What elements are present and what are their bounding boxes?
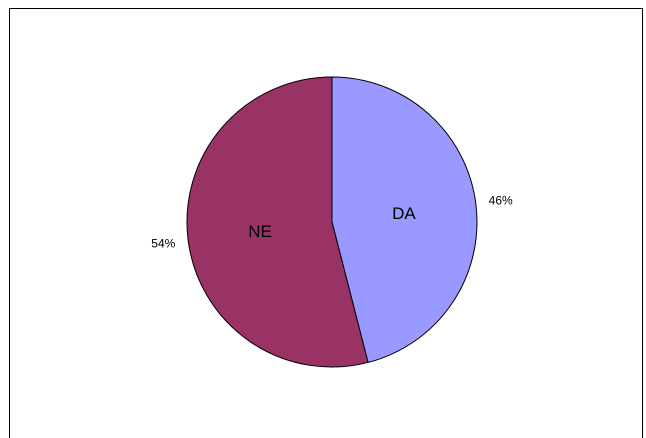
pie-slice-ne	[186, 76, 369, 368]
slice-label-da: DA	[392, 204, 416, 223]
pie-labels: DA 46% NE 54%	[151, 194, 513, 251]
value-label-da: 46%	[489, 194, 513, 208]
value-label-ne: 54%	[151, 236, 175, 250]
chart-area-frame	[9, 8, 643, 438]
pie-slice-da	[331, 76, 478, 364]
pie-slices	[186, 76, 478, 368]
slice-label-ne: NE	[248, 222, 272, 241]
